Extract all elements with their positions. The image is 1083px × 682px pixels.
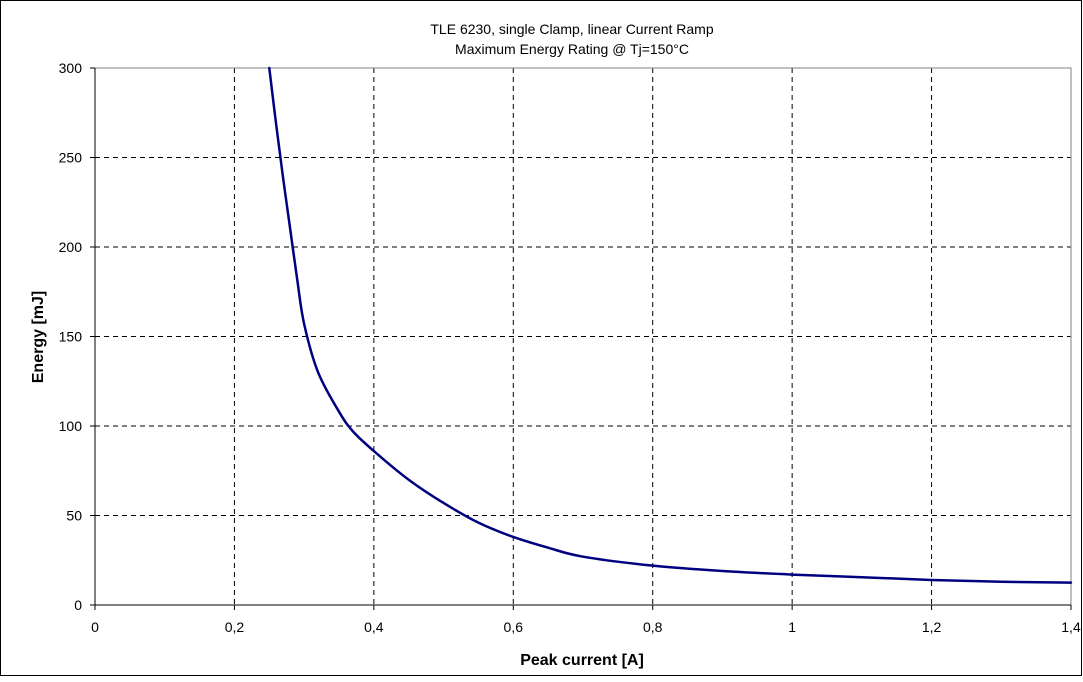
chart-title: TLE 6230, single Clamp, linear Current R… <box>430 21 713 37</box>
x-tick-label: 1,4 <box>1061 619 1081 635</box>
x-tick-label: 0,6 <box>504 619 524 635</box>
y-tick-label: 200 <box>59 239 83 255</box>
y-tick-label: 150 <box>59 329 83 345</box>
y-axis-title: Energy [mJ] <box>30 291 47 383</box>
series-layer <box>268 66 1073 584</box>
tick-labels: 0 0,2 0,4 0,6 0,8 1 1,2 1,4 0 50 100 150 200 250 300 <box>59 60 1081 635</box>
y-tick-label: 300 <box>59 60 83 76</box>
x-axis-title: Peak current [A] <box>520 652 644 669</box>
y-tick-label: 250 <box>59 150 83 166</box>
y-tick-label: 0 <box>74 597 82 613</box>
y-tick-label: 50 <box>66 508 82 524</box>
x-tick-label: 0 <box>91 619 99 635</box>
chart-subtitle: Maximum Energy Rating @ Tj=150°C <box>455 41 689 57</box>
x-tick-label: 1,2 <box>922 619 942 635</box>
x-tick-label: 1 <box>788 619 796 635</box>
x-tick-label: 0,8 <box>643 619 663 635</box>
axes <box>90 67 1072 610</box>
y-tick-label: 100 <box>59 418 83 434</box>
x-tick-label: 0,2 <box>225 619 245 635</box>
x-tick-label: 0,4 <box>364 619 384 635</box>
series-line <box>268 66 1073 584</box>
